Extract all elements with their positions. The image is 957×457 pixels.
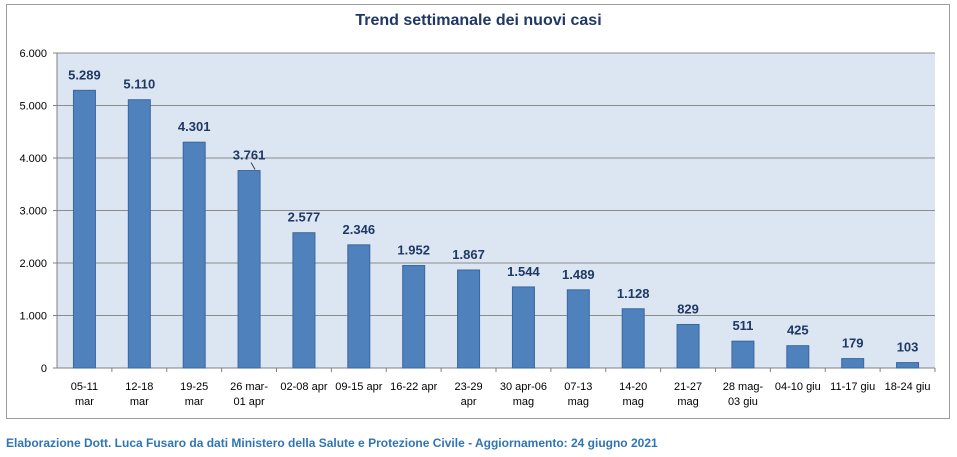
bar bbox=[676, 323, 700, 369]
bar-chart: 0 1.000 2.000 3.000 4.000 5.000 6.000 5.289 05-1… bbox=[19, 48, 936, 408]
data-label: 5.289 bbox=[68, 67, 101, 82]
x-tick-label: 11-17 giu bbox=[830, 381, 875, 393]
bar bbox=[457, 269, 481, 369]
x-tick-label: mar bbox=[130, 396, 149, 408]
data-label: 1.544 bbox=[507, 264, 540, 279]
label-leader-line bbox=[250, 162, 256, 170]
chart-title: Trend settimanale dei nuovi casi bbox=[355, 12, 602, 29]
x-tick-label: mag bbox=[677, 396, 698, 408]
x-tick-label: 23-29 bbox=[454, 381, 482, 393]
x-tick-label: mar bbox=[75, 396, 94, 408]
x-tick-label: 05-11 bbox=[71, 381, 98, 393]
bar bbox=[731, 340, 755, 369]
x-tick-label: 19-25 bbox=[180, 381, 208, 393]
y-tick-label: 5.000 bbox=[19, 101, 47, 113]
bar bbox=[621, 308, 645, 369]
data-label: 3.761 bbox=[233, 148, 266, 163]
y-tick-label: 0 bbox=[41, 363, 47, 375]
x-tick-label: 28 mag- bbox=[723, 381, 764, 393]
data-label: 1.128 bbox=[617, 286, 650, 301]
x-tick-label: 03 giu bbox=[728, 396, 758, 408]
data-label: 511 bbox=[732, 318, 753, 333]
x-tick-label: 21-27 bbox=[674, 381, 702, 393]
y-tick-label: 1.000 bbox=[19, 311, 47, 323]
x-tick-label: 01 apr bbox=[233, 396, 265, 408]
bar bbox=[566, 289, 590, 369]
bar bbox=[72, 89, 96, 369]
x-tick-label: mag bbox=[513, 396, 534, 408]
bar bbox=[841, 358, 865, 369]
data-label: 2.577 bbox=[288, 210, 321, 225]
bar bbox=[237, 170, 261, 369]
x-tick-label: 26 mar- bbox=[230, 381, 268, 393]
x-tick-label: 02-08 apr bbox=[280, 381, 327, 393]
bar bbox=[292, 232, 316, 369]
bar bbox=[347, 244, 371, 369]
x-tick-label: mag bbox=[568, 396, 589, 408]
bar bbox=[402, 265, 426, 369]
x-tick-label: 16-22 apr bbox=[390, 381, 437, 393]
x-tick-label: 12-18 bbox=[125, 381, 153, 393]
x-tick-label: 04-10 giu bbox=[775, 381, 821, 393]
data-label: 425 bbox=[787, 323, 809, 338]
y-tick-label: 6.000 bbox=[19, 48, 47, 60]
y-tick-label: 4.000 bbox=[19, 153, 47, 165]
bar bbox=[127, 99, 151, 369]
data-label: 5.110 bbox=[123, 77, 155, 92]
data-label: 2.346 bbox=[343, 222, 376, 237]
y-tick-label: 2.000 bbox=[19, 258, 47, 270]
data-label: 829 bbox=[677, 301, 699, 316]
x-tick-label: 14-20 bbox=[619, 381, 647, 393]
x-tick-label: 07-13 bbox=[564, 381, 592, 393]
data-label: 103 bbox=[897, 340, 919, 355]
bar bbox=[511, 286, 535, 369]
source-footer: Elaborazione Dott. Luca Fusaro da dati M… bbox=[6, 436, 658, 450]
bar bbox=[896, 362, 920, 369]
x-tick-label: 18-24 giu bbox=[885, 381, 931, 393]
x-tick-label: apr bbox=[461, 396, 477, 408]
x-tick-label: 30 apr-06 bbox=[500, 381, 547, 393]
x-tick-label: mag bbox=[622, 396, 643, 408]
data-label: 1.952 bbox=[397, 243, 430, 258]
data-label: 4.301 bbox=[178, 119, 211, 134]
x-tick-label: mar bbox=[185, 396, 204, 408]
data-label: 1.489 bbox=[562, 267, 595, 282]
y-tick-label: 3.000 bbox=[19, 206, 47, 218]
data-label: 1.867 bbox=[452, 247, 485, 262]
bar bbox=[182, 141, 206, 369]
x-tick-label: 09-15 apr bbox=[335, 381, 382, 393]
data-label: 179 bbox=[842, 336, 864, 351]
bar bbox=[786, 345, 810, 369]
